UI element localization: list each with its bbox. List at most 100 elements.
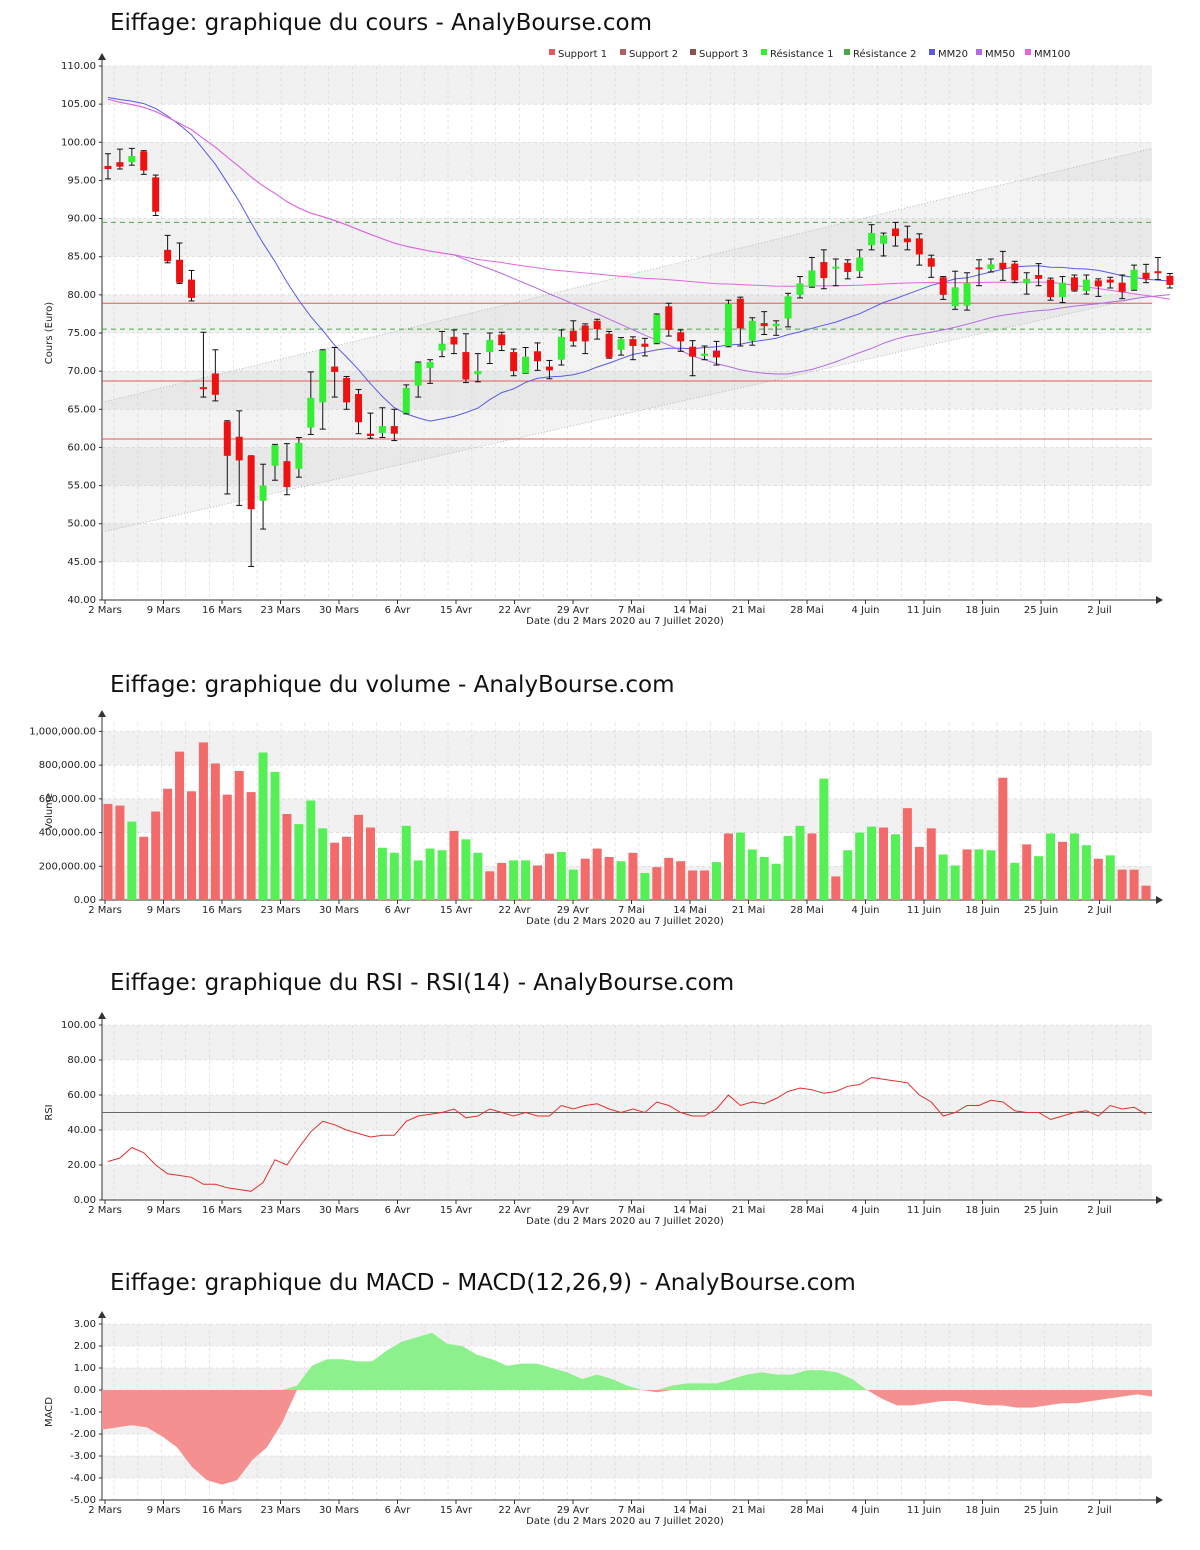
y-tick-label: -4.00	[70, 1473, 96, 1484]
x-tick-label: 11 Juin	[907, 905, 941, 916]
x-tick-label: 29 Avr	[557, 1205, 590, 1216]
x-tick-label: 7 Mai	[618, 905, 645, 916]
x-tick-label: 18 Juin	[965, 1205, 999, 1216]
volume-bar	[855, 832, 865, 900]
volume-bar	[938, 854, 948, 900]
x-tick-label: 30 Mars	[319, 905, 359, 916]
x-tick-label: 28 Mai	[790, 605, 823, 616]
volume-bar	[425, 848, 435, 900]
candle-body	[963, 282, 971, 306]
candle-body	[1154, 271, 1162, 274]
volume-bar	[1022, 844, 1032, 900]
macd-negative-area	[102, 1390, 1152, 1485]
legend-label: Résistance 1	[770, 48, 833, 60]
x-tick-label: 7 Mai	[618, 1505, 645, 1516]
volume-bar	[795, 825, 805, 900]
volume-bar	[437, 850, 447, 900]
price-panel: Eiffage: graphique du cours - AnalyBours…	[0, 0, 1200, 640]
y-tick-label: 95.00	[67, 175, 96, 186]
x-tick-label: 4 Juin	[852, 1505, 880, 1516]
plot-band	[102, 142, 1152, 181]
y-tick-label: 75.00	[67, 328, 96, 339]
candle-body	[856, 257, 864, 272]
volume-bar	[210, 763, 220, 900]
y-tick-label: 600,000.00	[39, 794, 96, 805]
volume-bar	[533, 865, 543, 900]
candle-body	[462, 352, 470, 380]
candle-body	[390, 426, 398, 434]
candle-body	[164, 249, 172, 262]
volume-bar	[234, 771, 244, 900]
volume-bar	[485, 871, 495, 900]
x-tick-label: 30 Mars	[319, 1505, 359, 1516]
volume-bar	[926, 828, 936, 900]
x-tick-label: 18 Juin	[965, 605, 999, 616]
volume-bar	[843, 850, 853, 900]
y-axis-arrow	[98, 1311, 106, 1318]
y-tick-label: 200,000.00	[39, 861, 96, 872]
x-tick-label: 22 Avr	[498, 1505, 531, 1516]
candle-body	[629, 339, 637, 346]
x-tick-label: 25 Juin	[1024, 905, 1058, 916]
price-chart-title: Eiffage: graphique du cours - AnalyBours…	[110, 10, 653, 36]
volume-bar	[461, 839, 471, 900]
candle-body	[271, 445, 279, 466]
volume-bar	[222, 794, 232, 900]
candle-body	[975, 267, 983, 270]
candle-body	[1106, 279, 1114, 283]
y-tick-label: 20.00	[67, 1160, 96, 1171]
candle-body	[605, 333, 613, 358]
candle-body	[1011, 263, 1019, 281]
volume-bar	[151, 811, 161, 900]
y-tick-label: 0.00	[74, 1385, 96, 1396]
plot-band	[102, 1025, 1152, 1060]
volume-bar	[186, 791, 196, 900]
x-tick-label: 21 Mai	[732, 1505, 765, 1516]
volume-bar	[509, 860, 519, 900]
candle-body	[1118, 282, 1126, 292]
volume-chart-title: Eiffage: graphique du volume - AnalyBour…	[110, 672, 675, 698]
volume-bar	[1010, 862, 1020, 900]
volume-bar	[640, 873, 650, 900]
candle-body	[1082, 279, 1090, 292]
y-axis-arrow	[98, 710, 106, 717]
candle-body	[486, 339, 494, 353]
volume-bar	[365, 827, 375, 900]
x-tick-label: 16 Mars	[202, 605, 242, 616]
legend-swatch	[976, 49, 982, 55]
plot-band	[102, 1165, 1152, 1200]
price-chart: 110.00 105.00 100.00 95.00 90.00 85.00 80.00 75…	[44, 48, 1174, 627]
x-tick-label: 4 Juin	[852, 1205, 880, 1216]
y-tick-label: 65.00	[67, 404, 96, 415]
volume-bar	[198, 742, 208, 900]
volume-bar	[604, 857, 614, 900]
legend-swatch	[549, 49, 555, 55]
candle-body	[832, 266, 840, 269]
plot-band	[102, 1412, 1152, 1434]
volume-bar	[354, 814, 364, 900]
x-tick-label: 11 Juin	[907, 1205, 941, 1216]
trend-channel-area	[102, 148, 1152, 533]
volume-bar	[1034, 856, 1044, 900]
candle-body	[235, 436, 243, 461]
x-tick-label: 21 Mai	[732, 905, 765, 916]
volume-bar	[628, 852, 638, 900]
volume-bar	[115, 805, 125, 900]
x-tick-label: 2 Mars	[88, 905, 122, 916]
candle-body	[199, 387, 207, 390]
volume-bar	[676, 861, 686, 900]
x-tick-label: 4 Juin	[852, 605, 880, 616]
volume-bar	[401, 825, 411, 900]
plot-band	[102, 218, 1152, 257]
x-tick-label: 14 Mai	[673, 605, 706, 616]
legend-label: MM100	[1034, 49, 1070, 60]
y-tick-label: 80.00	[67, 1055, 96, 1066]
macd-chart: 3.00 2.00 1.00 0.00 -1.00 -2.00 -3.00 -4.00 -5.0…	[44, 1311, 1163, 1527]
candle-body	[784, 296, 792, 319]
x-tick-label: 2 Juil	[1087, 1505, 1111, 1516]
candle-body	[307, 397, 315, 428]
candle-body	[999, 262, 1007, 269]
candle-body	[593, 320, 601, 330]
y-tick-label: 45.00	[67, 557, 96, 568]
volume-bar	[819, 778, 829, 900]
